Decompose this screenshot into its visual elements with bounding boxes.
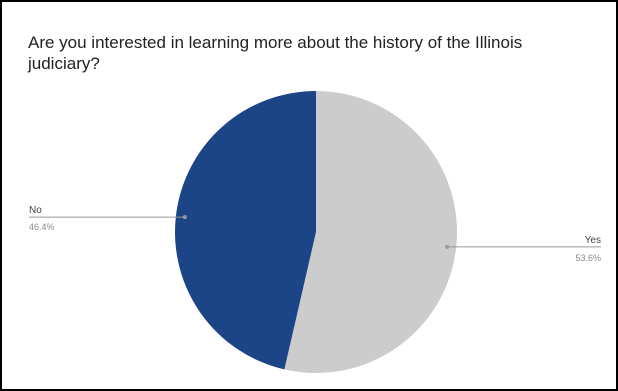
slice-percent-no: 46.4%: [29, 222, 55, 232]
leader-dot-yes: [445, 244, 450, 249]
pie-slice-no: [174, 90, 316, 370]
slice-label-no: No: [29, 205, 42, 216]
slice-label-yes: Yes: [585, 235, 601, 246]
pie-slices: [174, 90, 457, 373]
leader-dot-no: [182, 215, 187, 220]
leader-lines: [29, 215, 601, 249]
pie-slice-yes: [284, 91, 457, 373]
slice-percent-yes: 53.6%: [575, 253, 601, 263]
chart-title: Are you interested in learning more abou…: [28, 33, 523, 73]
